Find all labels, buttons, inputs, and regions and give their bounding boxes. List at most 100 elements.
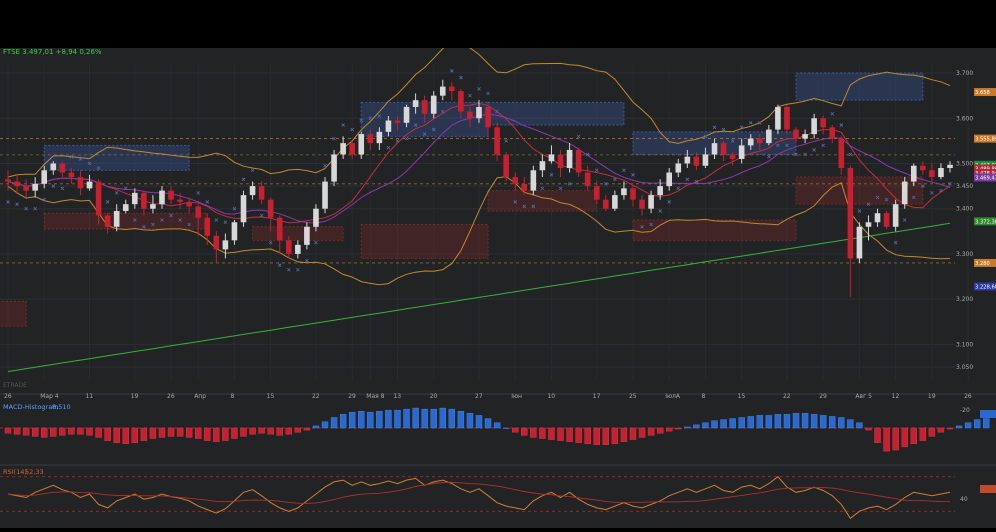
macd-bar — [41, 427, 48, 438]
macd-bar — [810, 414, 818, 429]
macd-bar — [629, 427, 637, 440]
sar-marker — [114, 191, 119, 195]
price-badge-label: 3.469,43 — [975, 175, 996, 181]
sar-marker — [712, 125, 717, 130]
candle-body — [847, 168, 854, 259]
candle-body — [195, 206, 202, 218]
candle-body — [177, 199, 183, 202]
sar-marker — [875, 195, 880, 200]
candle-body — [331, 154, 337, 182]
macd-bar — [539, 427, 546, 439]
date-axis-label: 29 — [819, 393, 827, 400]
sar-marker — [649, 222, 653, 227]
date-axis-label: 26 — [167, 393, 175, 400]
candle-body — [439, 86, 446, 96]
sar-marker — [721, 127, 726, 132]
macd-bar — [367, 412, 374, 429]
sar-marker — [585, 152, 590, 157]
sar-marker — [504, 139, 508, 143]
macd-bar — [919, 427, 927, 441]
candle-body — [467, 111, 473, 119]
sar-marker — [431, 127, 436, 132]
macd-bar — [575, 427, 582, 443]
sar-marker — [513, 200, 518, 204]
candle-body — [77, 177, 84, 189]
date-axis-label: Апр — [194, 393, 206, 400]
macd-bar — [294, 427, 302, 433]
candle-body — [865, 222, 872, 227]
macd-bar — [68, 427, 75, 435]
macd-bar — [122, 427, 129, 444]
date-axis-label: 15 — [738, 393, 746, 400]
macd-bar — [77, 427, 84, 435]
candle-body — [494, 127, 500, 155]
candle-body — [168, 190, 174, 200]
price-badge-label: 3.280 — [975, 261, 990, 267]
candle-body — [258, 186, 265, 200]
sar-marker — [51, 184, 56, 188]
sar-marker — [622, 168, 626, 173]
candle-body — [684, 156, 691, 164]
macd-bar — [684, 426, 691, 429]
sar-marker — [613, 177, 617, 182]
demand-zone — [795, 176, 924, 205]
candle-body — [747, 138, 754, 146]
candle-body — [403, 106, 410, 123]
macd-bar — [158, 427, 166, 438]
macd-bar — [602, 427, 610, 445]
macd-bar — [448, 408, 456, 429]
macd-bar — [276, 427, 283, 436]
sar-marker — [87, 161, 92, 166]
candle-body — [449, 86, 455, 92]
candle-body — [947, 164, 953, 168]
candle-body — [775, 106, 781, 130]
date-axis-label: Авг 5 — [855, 393, 872, 400]
candle-body — [358, 134, 365, 155]
sar-marker — [332, 136, 336, 141]
rsi-axis-tick: 40 — [960, 496, 968, 503]
candle-body — [141, 192, 147, 209]
sar-marker — [450, 68, 454, 73]
macd-bar — [675, 427, 682, 430]
sar-marker — [69, 154, 74, 159]
macd-bar — [783, 414, 791, 429]
bollinger-upper — [7, 41, 951, 178]
price-axis-label: 3.600 — [956, 115, 973, 122]
macd-bar — [22, 427, 30, 436]
candle-body — [132, 192, 138, 205]
macd-bar — [720, 419, 727, 429]
sar-marker — [178, 218, 182, 222]
candle-body — [584, 172, 591, 187]
date-axis-label: ІюлА — [665, 393, 681, 400]
sar-marker — [350, 127, 354, 132]
price-badge — [974, 282, 996, 291]
sar-marker — [268, 240, 273, 245]
price-axis-label: 3.400 — [956, 206, 973, 213]
macd-bar — [86, 427, 93, 436]
candle-body — [738, 145, 745, 159]
sar-marker — [422, 132, 427, 136]
candle-body — [639, 199, 645, 209]
candle-body — [675, 163, 682, 173]
price-badge — [974, 168, 996, 177]
macd-bar — [312, 425, 320, 429]
date-axis-label: 12 — [892, 393, 900, 400]
macd-bar — [865, 427, 872, 431]
candle-body — [32, 183, 38, 191]
price-badge — [974, 134, 996, 143]
macd-bar — [213, 427, 220, 442]
macd-bar — [647, 427, 655, 436]
sar-marker — [413, 123, 418, 127]
candle-body — [430, 95, 437, 114]
sar-marker — [776, 143, 780, 148]
candle-body — [829, 127, 836, 139]
sar-marker — [821, 143, 825, 148]
macd-bar — [502, 427, 510, 429]
macd-bar — [829, 416, 836, 429]
candle-body — [385, 120, 392, 132]
candle-body — [159, 190, 165, 205]
chart-area[interactable]: FTSE 3.497,01 +8,94 0,26% ETRADE MACD-Hi… — [0, 41, 996, 528]
macd-bar — [729, 418, 736, 429]
sar-marker — [377, 114, 382, 118]
sar-marker — [105, 200, 110, 204]
